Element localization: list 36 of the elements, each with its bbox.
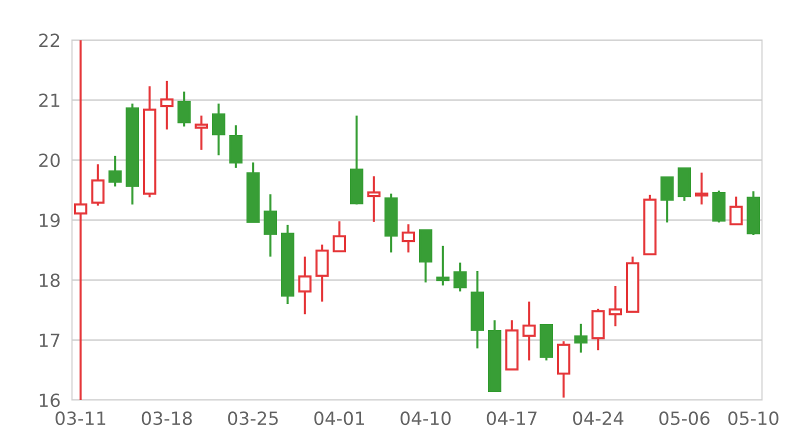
candlestick — [694, 172, 708, 206]
candlestick — [522, 300, 536, 362]
y-tick-label: 21 — [39, 94, 60, 107]
x-tick-label: 04-24 — [573, 411, 624, 426]
candlestick — [212, 102, 226, 156]
x-tick-label: 03-11 — [56, 411, 106, 426]
candlestick — [367, 175, 381, 223]
x-tick-label: 03-25 — [228, 411, 278, 426]
candlestick — [453, 262, 467, 292]
y-tick-label: 17 — [40, 334, 60, 347]
candlestick — [298, 256, 312, 316]
x-tick-label: 04-10 — [400, 411, 451, 426]
candlestick — [108, 154, 122, 188]
x-tick-label: 05-06 — [659, 411, 710, 426]
y-tick-label: 20 — [39, 154, 60, 168]
y-tick-label: 16 — [40, 393, 60, 408]
y-tick-label: 22 — [39, 34, 60, 47]
candlestick — [91, 163, 105, 207]
candlestick — [264, 193, 278, 258]
candlestick — [194, 114, 208, 151]
candlestick — [436, 244, 450, 286]
candlestick — [660, 176, 674, 224]
x-tick-label: 04-17 — [486, 411, 537, 426]
candlestick — [402, 223, 416, 254]
candlestick — [177, 90, 191, 128]
candlestick — [160, 80, 174, 131]
candlestick — [574, 322, 588, 354]
x-tick-label: 03-18 — [142, 411, 192, 426]
y-tick-label: 19 — [40, 214, 60, 228]
y-tick-label: 18 — [40, 273, 60, 288]
x-tick-label: 04-01 — [314, 411, 364, 426]
candlestick — [729, 196, 743, 226]
candlestick — [608, 284, 622, 328]
candlestick — [332, 220, 346, 252]
candlestick — [74, 40, 88, 400]
x-tick-label: 05-10 — [728, 411, 778, 426]
